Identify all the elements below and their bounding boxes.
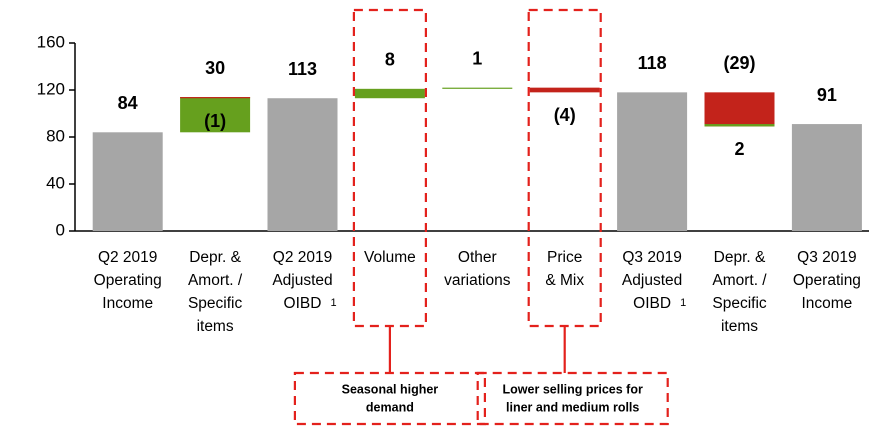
x-tick-label: Adjusted — [272, 272, 332, 289]
x-tick-label: Volume — [364, 249, 416, 266]
x-tick-label: OIBD — [284, 295, 322, 312]
value-label: 113 — [288, 59, 317, 79]
x-tick-label: Specific — [188, 295, 243, 312]
x-tick-label: variations — [444, 272, 511, 289]
x-tick-label: Income — [801, 295, 852, 312]
x-tick-label: Other — [458, 249, 497, 266]
value-label: 84 — [118, 93, 138, 113]
x-tick-label: items — [197, 318, 234, 335]
bar — [354, 88, 425, 99]
bar — [180, 97, 251, 99]
callout-text: Seasonal higher — [342, 382, 439, 396]
y-tick-label: 80 — [46, 126, 65, 145]
callout-text: demand — [366, 400, 414, 414]
bar — [704, 124, 775, 127]
x-tick-label: Operating — [793, 272, 861, 289]
value-label: (1) — [204, 111, 226, 131]
x-tick-label: Price — [547, 249, 582, 266]
callout-box — [293, 371, 486, 426]
x-tick-label: items — [721, 318, 758, 335]
footnote-mark: 1 — [680, 297, 686, 309]
footnote-mark: 1 — [331, 297, 337, 309]
x-tick-label: Operating — [94, 272, 162, 289]
bar — [92, 132, 163, 231]
value-label: 2 — [734, 139, 744, 159]
x-tick-label: OIBD — [633, 295, 671, 312]
x-tick-label: Q3 2019 — [622, 249, 681, 266]
value-label: (4) — [554, 105, 576, 125]
y-tick-label: 160 — [37, 32, 65, 51]
x-tick-label: Adjusted — [622, 272, 682, 289]
y-tick-label: 0 — [56, 220, 65, 239]
bar — [529, 87, 600, 93]
x-tick-label: & Mix — [545, 272, 584, 289]
y-tick-label: 40 — [46, 173, 65, 192]
value-label: 1 — [472, 48, 482, 68]
x-tick-label: Depr. & — [714, 249, 766, 266]
callout-text: liner and medium rolls — [506, 400, 639, 414]
y-tick-label: 120 — [37, 79, 65, 98]
value-label: 8 — [385, 50, 395, 70]
value-label: 91 — [817, 85, 837, 105]
bar — [704, 92, 775, 127]
x-tick-label: Depr. & — [189, 249, 241, 266]
x-tick-label: Specific — [712, 295, 767, 312]
bar — [617, 92, 688, 231]
value-label: 118 — [638, 53, 667, 73]
bar — [180, 97, 251, 133]
bar — [267, 98, 338, 231]
x-tick-label: Q2 2019 — [98, 249, 157, 266]
callout-box — [476, 371, 669, 426]
value-label: 30 — [205, 58, 225, 78]
bar — [791, 124, 862, 231]
x-tick-label: Income — [102, 295, 153, 312]
x-tick-label: Amort. / — [188, 272, 243, 289]
callout-text: Lower selling prices for — [503, 382, 643, 396]
bar — [442, 87, 513, 89]
x-tick-label: Q3 2019 — [797, 249, 856, 266]
value-label: (29) — [723, 53, 755, 73]
x-tick-label: Amort. / — [712, 272, 767, 289]
x-tick-label: Q2 2019 — [273, 249, 332, 266]
